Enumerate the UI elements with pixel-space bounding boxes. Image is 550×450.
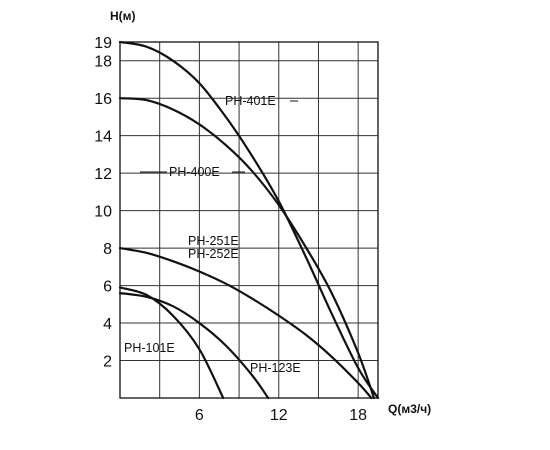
plot-frame (119, 41, 379, 399)
x-tick-label: 6 (195, 407, 204, 424)
curve-series-0 (118, 40, 380, 400)
y-tick-label: 14 (94, 129, 112, 146)
curve-label-ph-401e: PH-401E (225, 94, 276, 108)
y-tick-label: 4 (103, 316, 112, 333)
y-tick-label: 10 (94, 204, 112, 221)
curve-label-ph-252e: PH-252E (188, 247, 239, 261)
x-axis-title: Q(м3/ч) (388, 402, 431, 416)
curve-label-ph-123e: PH-123E (250, 361, 301, 375)
x-tick-label: 12 (270, 407, 288, 424)
y-tick-label: 8 (103, 241, 112, 258)
y-tick-label: 16 (94, 91, 112, 108)
y-tick-label: 6 (103, 279, 112, 296)
y-tick-label: 12 (94, 166, 112, 183)
x-tick-label: 18 (349, 407, 367, 424)
tick-labels: 2 4 6 8 10 12 14 16 18 19 6 12 18 (94, 35, 367, 424)
curve-series-1 (118, 97, 376, 400)
curve-series-4 (118, 286, 225, 400)
curve-label-ph-101e: PH-101E (124, 341, 175, 355)
y-axis-title: H(м) (110, 9, 136, 23)
y-tick-label: 19 (94, 35, 112, 52)
y-tick-label: 2 (103, 354, 112, 371)
y-tick-label: 18 (94, 54, 112, 71)
curve-label-ph-400e: PH-400E (169, 165, 220, 179)
curves (118, 40, 380, 400)
grid (120, 42, 378, 398)
curve-label-ph-251e: PH-251E (188, 234, 239, 248)
curve-series-3 (118, 292, 270, 400)
curve-series-2 (118, 247, 373, 400)
